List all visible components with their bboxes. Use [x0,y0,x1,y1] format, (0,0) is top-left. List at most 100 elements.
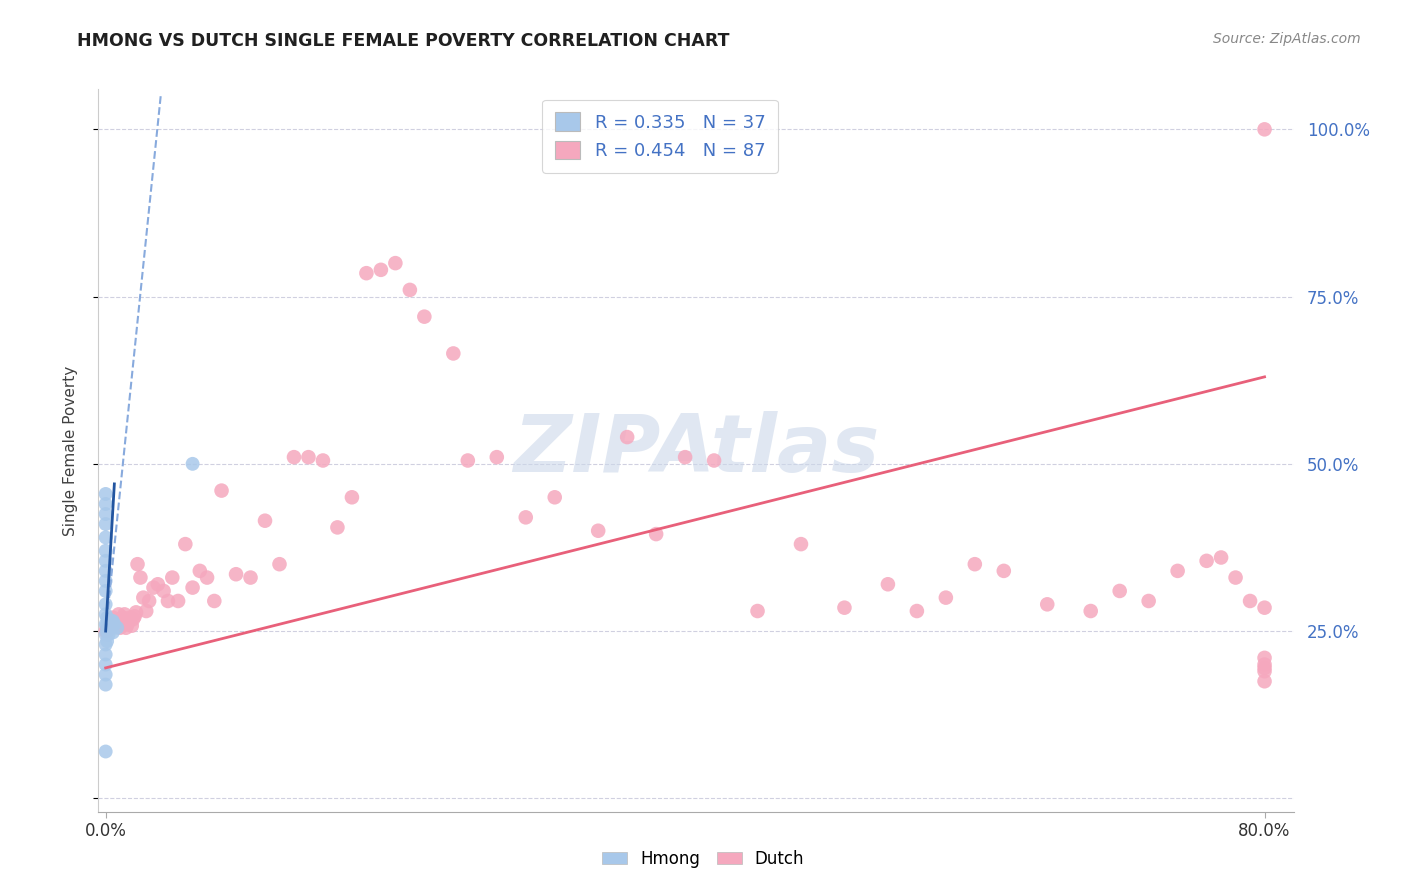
Point [135,604,157,618]
Point [114,607,136,622]
Point [94,744,117,758]
Point [1225,571,1247,585]
Point [97,621,120,635]
Point [94,584,117,599]
Point [181,581,204,595]
Point [156,594,179,608]
Point [195,571,218,585]
Point [97,614,120,628]
Point [122,612,145,626]
Point [202,594,225,608]
Point [105,621,128,635]
Point [1253,674,1275,689]
Point [112,611,135,625]
Point [94,530,117,544]
Point [101,611,124,625]
Y-axis label: Single Female Poverty: Single Female Poverty [63,366,77,535]
Text: ZIPAtlas: ZIPAtlas [513,411,879,490]
Point [485,450,508,465]
Point [129,571,152,585]
Point [108,621,131,635]
Point [370,263,392,277]
Point [94,678,117,692]
Point [1137,594,1160,608]
Point [101,614,124,628]
Point [96,611,118,625]
Point [120,611,142,625]
Point [211,483,233,498]
Point [107,607,129,622]
Point [1253,651,1275,665]
Point [645,527,668,541]
Point [616,430,638,444]
Point [98,614,121,628]
Point [94,554,117,568]
Point [101,619,124,633]
Point [162,571,184,585]
Point [1253,661,1275,675]
Point [146,577,169,591]
Point [100,614,122,628]
Point [441,346,464,360]
Point [94,657,117,672]
Point [94,617,117,632]
Point [94,487,117,501]
Point [96,634,118,648]
Point [94,667,117,681]
Point [127,557,149,572]
Point [181,457,204,471]
Point [703,453,725,467]
Point [993,564,1015,578]
Point [1195,554,1218,568]
Point [356,266,378,280]
Point [1108,584,1130,599]
Point [188,564,211,578]
Point [283,450,305,465]
Point [152,584,174,599]
Point [1253,600,1275,615]
Legend: R = 0.335   N = 37, R = 0.454   N = 87: R = 0.335 N = 37, R = 0.454 N = 87 [543,100,778,173]
Point [110,617,132,632]
Point [118,614,141,628]
Point [1080,604,1102,618]
Point [100,614,122,628]
Point [94,517,117,532]
Point [96,624,118,639]
Point [104,614,127,628]
Point [167,594,190,608]
Point [1167,564,1189,578]
Point [586,524,609,538]
Point [312,453,335,467]
Point [297,450,319,465]
Point [94,544,117,558]
Point [790,537,813,551]
Point [103,617,125,632]
Point [905,604,928,618]
Point [457,453,479,467]
Point [94,624,117,639]
Point [326,520,349,534]
Point [94,627,117,641]
Point [132,591,155,605]
Point [105,617,128,632]
Point [96,617,118,632]
Point [94,564,117,578]
Point [142,581,165,595]
Point [98,621,121,635]
Point [1036,598,1059,612]
Point [94,507,117,521]
Point [239,571,262,585]
Legend: Hmong, Dutch: Hmong, Dutch [595,844,811,875]
Point [96,624,118,639]
Point [97,627,120,641]
Point [1253,664,1275,679]
Point [174,537,197,551]
Point [97,621,120,635]
Point [94,497,117,511]
Point [384,256,406,270]
Point [544,491,567,505]
Point [94,598,117,612]
Point [963,557,986,572]
Point [515,510,537,524]
Point [413,310,436,324]
